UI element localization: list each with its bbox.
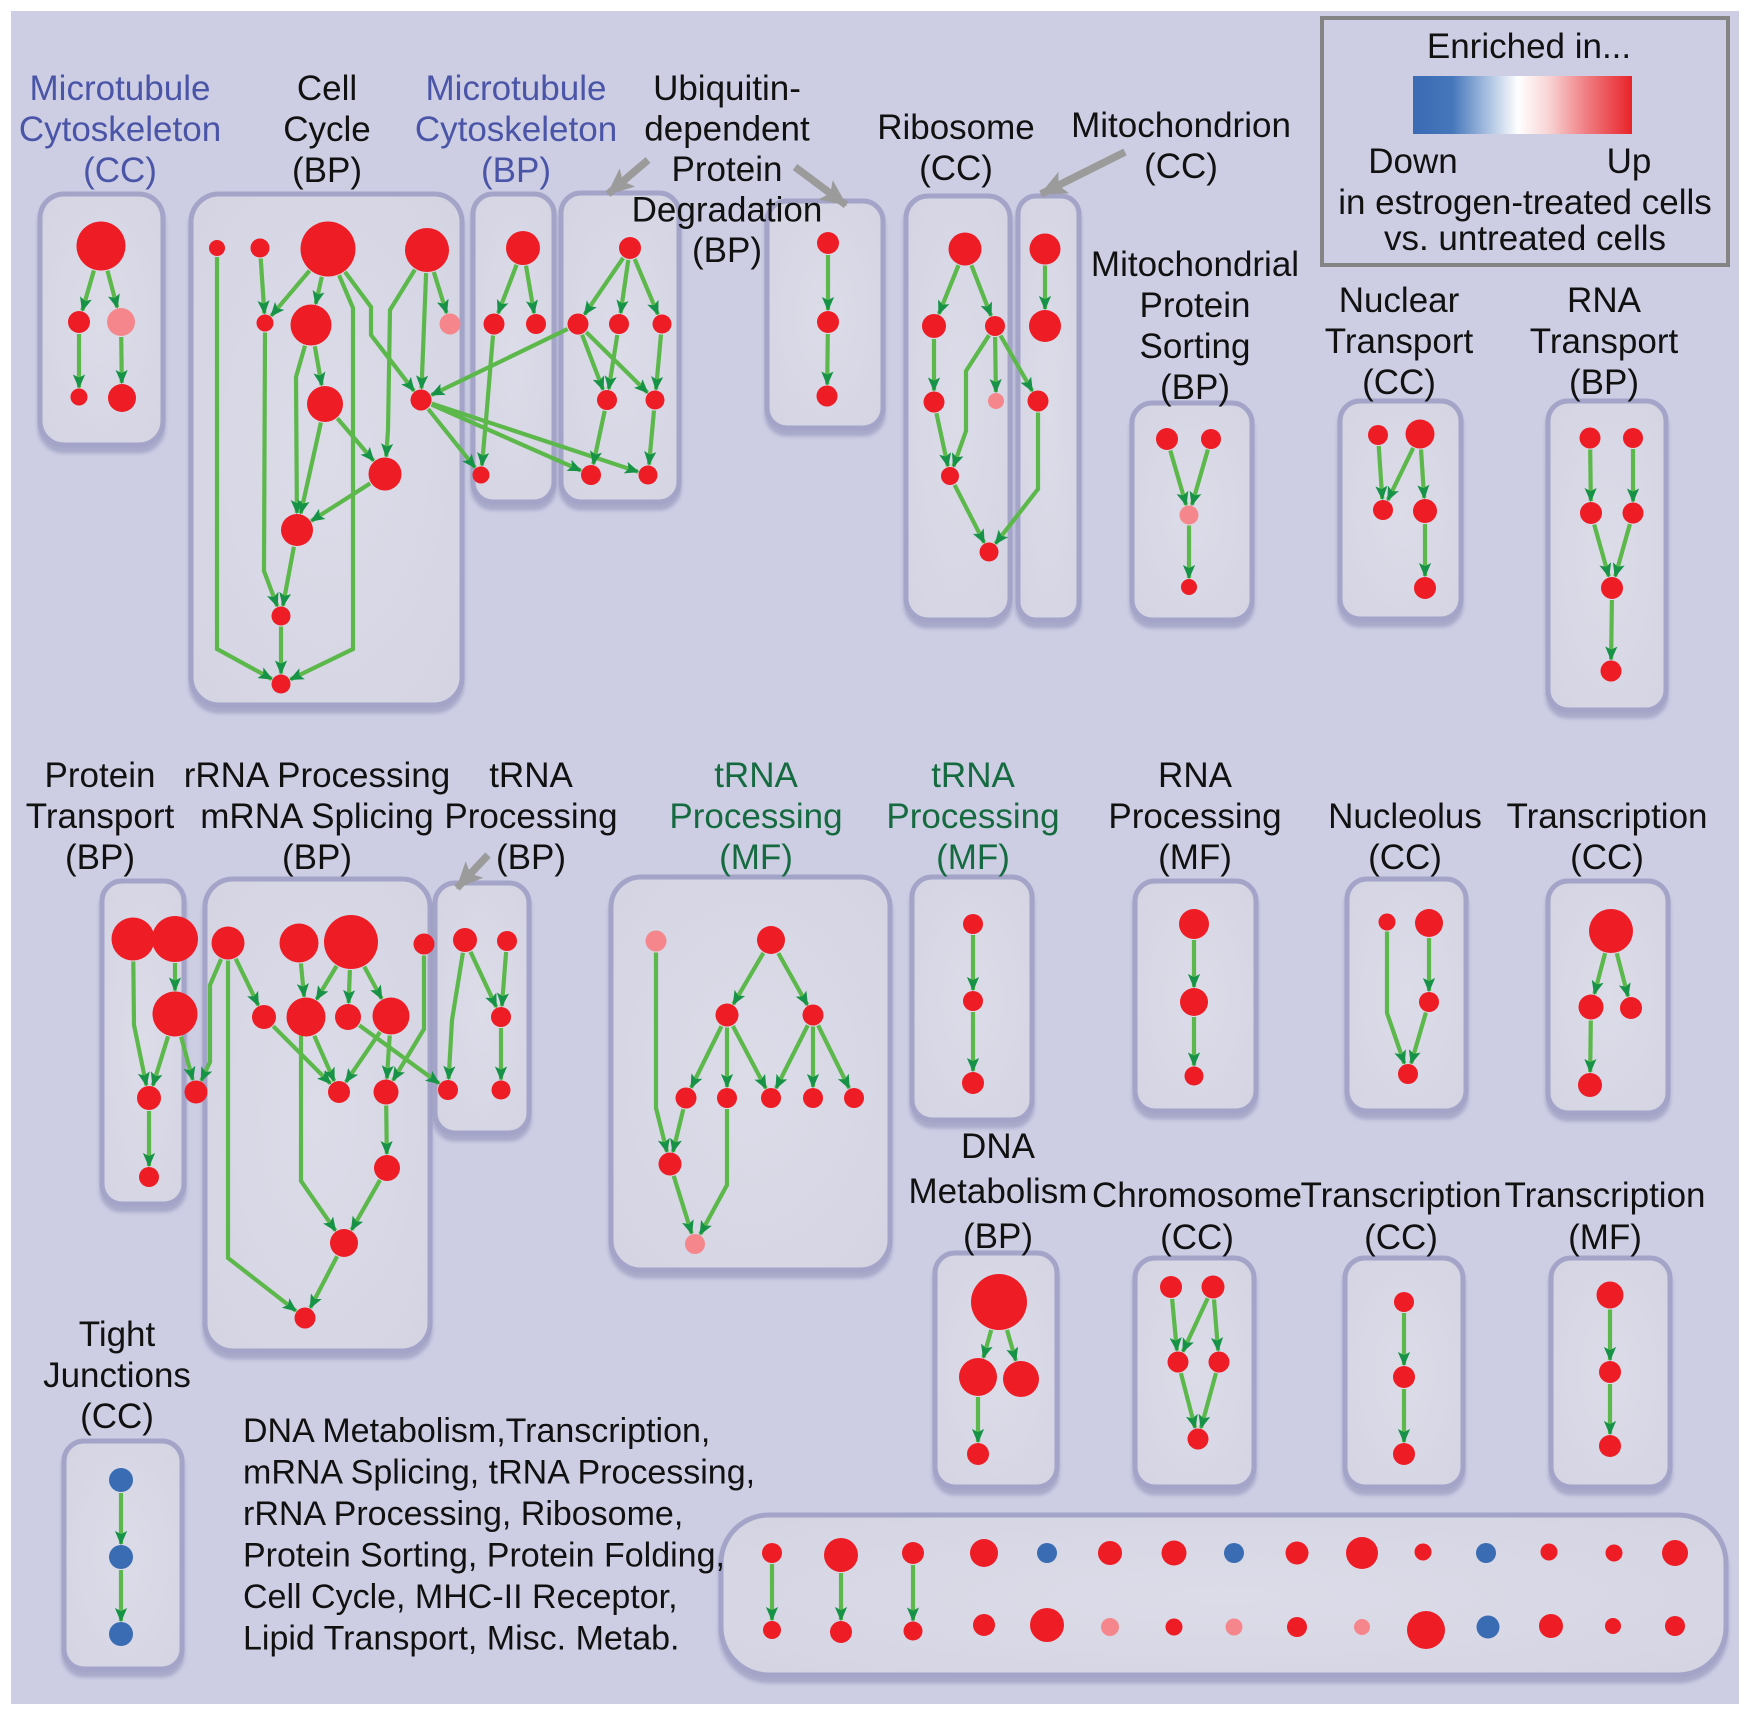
svg-text:(BP): (BP) [1160, 368, 1230, 407]
svg-text:Cell: Cell [297, 69, 357, 108]
svg-text:DNA: DNA [961, 1127, 1036, 1166]
svg-text:Cytoskeleton: Cytoskeleton [19, 110, 221, 149]
svg-text:Processing: Processing [1108, 797, 1281, 836]
svg-text:rRNA Processing, Ribosome,: rRNA Processing, Ribosome, [243, 1495, 683, 1533]
svg-text:Tight: Tight [79, 1315, 156, 1354]
svg-text:Ubiquitin-: Ubiquitin- [653, 69, 801, 108]
svg-text:(MF): (MF) [719, 838, 793, 877]
svg-text:(MF): (MF) [1158, 838, 1232, 877]
svg-text:Cycle: Cycle [283, 110, 371, 149]
svg-text:Protein Sorting, Protein Foldi: Protein Sorting, Protein Folding, [243, 1537, 725, 1575]
svg-text:Transport: Transport [1530, 322, 1679, 361]
svg-text:Down: Down [1368, 142, 1457, 181]
svg-text:Metabolism: Metabolism [909, 1172, 1088, 1211]
svg-text:Microtubule: Microtubule [426, 69, 607, 108]
svg-text:Processing: Processing [444, 797, 617, 836]
svg-text:(BP): (BP) [481, 151, 551, 190]
svg-text:(CC): (CC) [80, 1397, 154, 1436]
svg-text:(CC): (CC) [1144, 147, 1218, 186]
svg-text:tRNA: tRNA [714, 756, 798, 795]
svg-text:(BP): (BP) [692, 231, 762, 270]
svg-text:(BP): (BP) [282, 838, 352, 877]
svg-text:Microtubule: Microtubule [30, 69, 211, 108]
svg-text:Protein: Protein [45, 756, 156, 795]
svg-text:mRNA Splicing: mRNA Splicing [200, 797, 433, 836]
svg-text:Junctions: Junctions [43, 1356, 191, 1395]
svg-text:Degradation: Degradation [632, 191, 823, 230]
svg-text:tRNA: tRNA [489, 756, 573, 795]
svg-text:RNA: RNA [1158, 756, 1233, 795]
svg-text:(CC): (CC) [1368, 838, 1442, 877]
svg-text:Processing: Processing [669, 797, 842, 836]
svg-text:(CC): (CC) [919, 149, 993, 188]
svg-text:Transcription: Transcription [1505, 1176, 1706, 1215]
svg-text:Enriched in...: Enriched in... [1427, 27, 1631, 66]
svg-text:Mitochondrion: Mitochondrion [1071, 106, 1291, 145]
svg-text:(CC): (CC) [1362, 363, 1436, 402]
svg-text:(BP): (BP) [292, 151, 362, 190]
svg-text:Chromosome: Chromosome [1092, 1176, 1302, 1215]
svg-text:(MF): (MF) [936, 838, 1010, 877]
svg-text:vs. untreated cells: vs. untreated cells [1384, 219, 1666, 258]
svg-text:(CC): (CC) [83, 151, 157, 190]
svg-text:(MF): (MF) [1568, 1218, 1642, 1257]
svg-text:in estrogen-treated cells: in estrogen-treated cells [1338, 183, 1712, 222]
svg-text:rRNA Processing: rRNA Processing [184, 756, 450, 795]
svg-text:tRNA: tRNA [931, 756, 1015, 795]
svg-text:Mitochondrial: Mitochondrial [1091, 245, 1299, 284]
svg-text:(BP): (BP) [963, 1217, 1033, 1256]
svg-text:Ribosome: Ribosome [877, 108, 1035, 147]
svg-text:(BP): (BP) [1569, 363, 1639, 402]
svg-text:Processing: Processing [886, 797, 1059, 836]
svg-text:Lipid Transport, Misc. Metab.: Lipid Transport, Misc. Metab. [243, 1620, 680, 1658]
svg-text:(CC): (CC) [1570, 838, 1644, 877]
svg-text:(BP): (BP) [496, 838, 566, 877]
svg-text:Transcription: Transcription [1507, 797, 1708, 836]
svg-text:dependent: dependent [644, 110, 810, 149]
svg-text:Cytoskeleton: Cytoskeleton [415, 110, 617, 149]
svg-text:RNA: RNA [1567, 281, 1642, 320]
svg-text:(CC): (CC) [1160, 1218, 1234, 1257]
svg-text:Nucleolus: Nucleolus [1328, 797, 1482, 836]
svg-text:Up: Up [1607, 142, 1652, 181]
svg-text:Nuclear: Nuclear [1339, 281, 1460, 320]
svg-text:Transcription: Transcription [1301, 1176, 1502, 1215]
svg-text:Transport: Transport [26, 797, 175, 836]
svg-text:Transport: Transport [1325, 322, 1474, 361]
svg-text:DNA Metabolism,Transcription,: DNA Metabolism,Transcription, [243, 1412, 710, 1450]
svg-text:(BP): (BP) [65, 838, 135, 877]
svg-text:Cell Cycle, MHC-II Receptor,: Cell Cycle, MHC-II Receptor, [243, 1578, 678, 1616]
svg-text:Sorting: Sorting [1140, 327, 1251, 366]
svg-text:(CC): (CC) [1364, 1218, 1438, 1257]
svg-text:mRNA Splicing, tRNA Processing: mRNA Splicing, tRNA Processing, [243, 1454, 755, 1492]
svg-text:Protein: Protein [672, 150, 783, 189]
svg-text:Protein: Protein [1140, 286, 1251, 325]
